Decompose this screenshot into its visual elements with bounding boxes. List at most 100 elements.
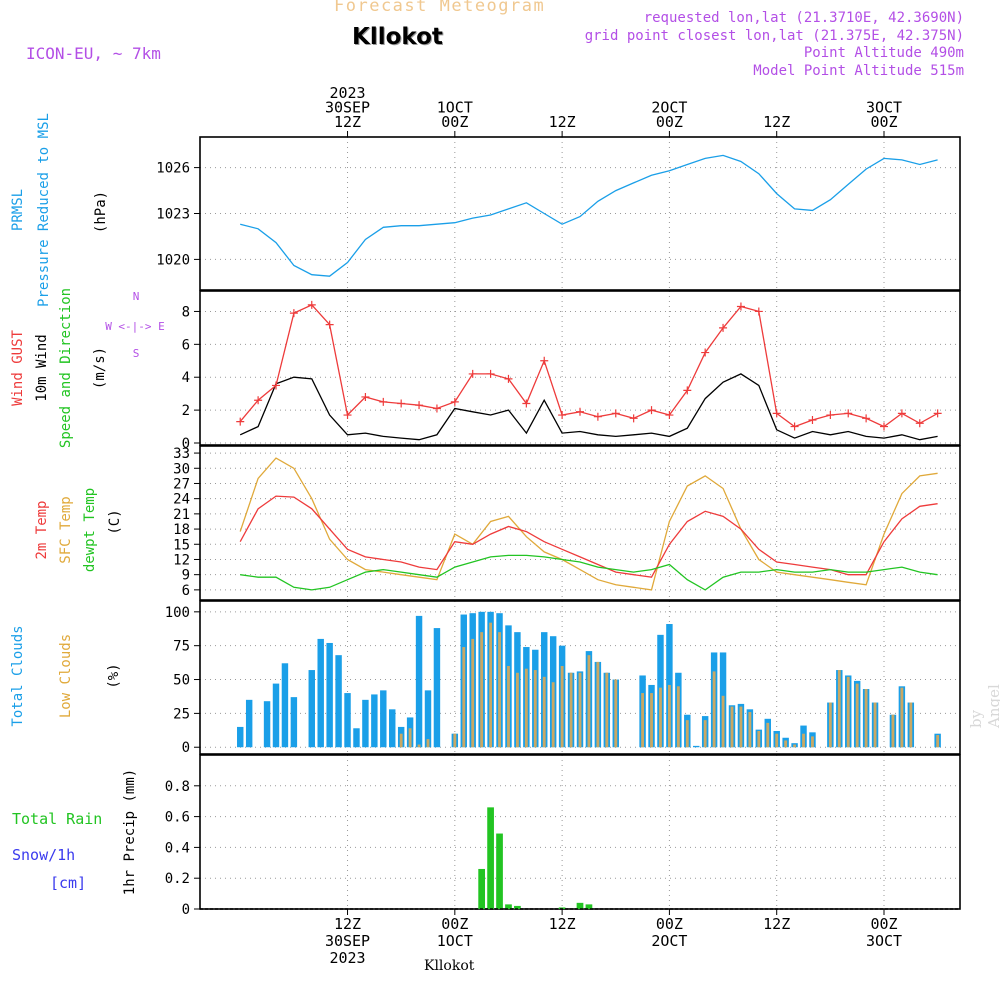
- requested-coords: requested lon,lat (21.3710E, 42.3690N): [643, 10, 964, 26]
- y-tick-label: 0.8: [165, 779, 190, 795]
- dewpt-label: dewpt Temp: [82, 488, 98, 572]
- time-label-top: 12Z: [549, 113, 576, 131]
- gust-marker: [754, 307, 763, 316]
- gust-marker: [307, 300, 316, 309]
- time-label-bottom: 12Z: [334, 915, 361, 933]
- pressure-unit: (hPa): [93, 191, 109, 233]
- gust-label: Wind GUST: [10, 330, 26, 406]
- total-clouds-label: Total Clouds: [10, 625, 26, 726]
- point-altitude: Point Altitude 490m: [803, 45, 964, 62]
- low-cloud-bar: [515, 672, 519, 748]
- total-cloud-bar: [245, 699, 253, 748]
- low-cloud-bar: [784, 740, 788, 748]
- y-tick-label: 50: [173, 673, 190, 689]
- location-title: Kllokot: [352, 24, 443, 50]
- low-cloud-bar: [426, 739, 430, 748]
- pressure-label: Pressure Reduced to MSL: [36, 113, 52, 307]
- panel-frame-precip: [199, 754, 961, 910]
- gust-marker: [558, 411, 567, 420]
- time-label-top: 12Z: [334, 113, 361, 131]
- y-tick-label: 1023: [156, 207, 190, 223]
- gust-marker: [522, 399, 531, 408]
- sfc-temp-label: SFC Temp: [58, 496, 74, 563]
- y-tick-label: 30: [173, 461, 190, 477]
- total-cloud-bar: [371, 694, 378, 748]
- y-tick-label: 1020: [156, 252, 190, 268]
- low-cloud-bar: [667, 684, 671, 748]
- total-cloud-bar: [693, 745, 700, 748]
- low-cloud-bar: [802, 733, 805, 748]
- low-cloud-bar: [659, 687, 662, 748]
- rain-bar: [505, 904, 512, 909]
- time-label-top: 00Z: [656, 113, 683, 131]
- gust-marker: [915, 419, 924, 428]
- t2m-line: [239, 495, 938, 578]
- wind-gust-line: [239, 304, 938, 428]
- compass-n: N: [133, 290, 140, 303]
- low-cloud-bar: [864, 689, 868, 748]
- low-cloud-bar: [408, 728, 412, 748]
- time-label-bottom: 00Z: [441, 915, 468, 933]
- gust-marker: [844, 409, 853, 418]
- grid-pressure: [200, 137, 960, 290]
- low-cloud-bar: [453, 733, 457, 748]
- gust-marker: [576, 407, 584, 416]
- gust-marker: [361, 392, 370, 401]
- gust-marker: [665, 411, 674, 420]
- low-cloud-bar: [551, 682, 555, 748]
- time-label-top: 2023: [329, 84, 365, 102]
- time-label-bottom: 30SEP: [325, 932, 370, 950]
- total-cloud-bar: [380, 690, 387, 748]
- rain-bar: [496, 833, 503, 909]
- gust-marker: [254, 396, 263, 405]
- y-tick-label: 15: [173, 537, 190, 553]
- temp-unit: (C): [107, 509, 123, 534]
- time-label-bottom: 00Z: [870, 915, 897, 933]
- low-cloud-bar: [748, 712, 752, 748]
- time-label-bottom: 2OCT: [651, 932, 687, 950]
- total-cloud-bar: [272, 683, 280, 748]
- gust-marker: [790, 422, 799, 431]
- time-label-bottom: 12Z: [549, 915, 576, 933]
- low-cloud-bar: [900, 687, 904, 748]
- time-label-bottom: 1OCT: [437, 932, 473, 950]
- low-cloud-bar: [757, 730, 761, 748]
- y-tick-label: 100: [165, 605, 190, 621]
- total-cloud-bar: [433, 628, 441, 748]
- time-label-top: 3OCT: [866, 99, 902, 117]
- low-cloud-bar: [507, 665, 510, 748]
- gridpoint-coords: grid point closest lon,lat (21.375E, 42.…: [584, 27, 964, 44]
- y-tick-label: 21: [173, 507, 190, 523]
- low-cloud-bar: [730, 706, 734, 748]
- gust-marker: [629, 414, 638, 423]
- time-label-bottom: 00Z: [656, 915, 683, 933]
- gust-marker: [933, 409, 942, 418]
- low-cloud-bar: [569, 672, 573, 748]
- low-cloud-bar: [480, 632, 484, 748]
- y-tick-label: 18: [173, 522, 190, 538]
- total-cloud-bar: [281, 663, 289, 748]
- low-cloud-bar: [676, 686, 680, 748]
- low-cloud-bar: [766, 722, 770, 748]
- total-cloud-bar: [362, 699, 369, 748]
- gust-marker: [415, 401, 424, 410]
- supertitle: Forecast Meteogram: [334, 0, 546, 16]
- total-cloud-bar: [389, 709, 396, 748]
- total-cloud-bar: [415, 615, 423, 748]
- y-tick-label: 2: [182, 403, 190, 419]
- time-label-top: 12Z: [763, 113, 790, 131]
- rain-bar: [487, 807, 494, 909]
- time-label-bottom: 2023: [329, 949, 365, 967]
- low-cloud-bar: [498, 632, 501, 748]
- low-cloud-bar: [873, 702, 877, 748]
- gust-marker: [593, 412, 602, 421]
- gust-marker: [701, 348, 710, 357]
- gust-marker: [772, 409, 781, 418]
- time-label-top: 2OCT: [651, 99, 687, 117]
- gust-marker: [897, 409, 906, 418]
- low-cloud-bar: [471, 638, 475, 748]
- clouds-unit: (%): [106, 663, 122, 688]
- sfc-temp-line: [239, 457, 938, 591]
